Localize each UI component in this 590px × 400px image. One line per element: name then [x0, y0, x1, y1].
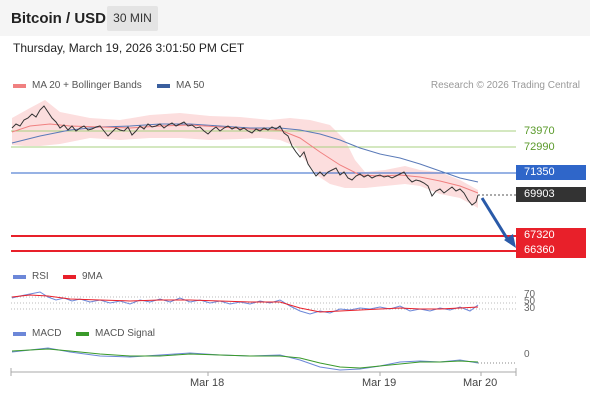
macd-tick-0: 0 [524, 349, 530, 360]
level-r1-label: 72990 [524, 141, 555, 153]
legend-macd-signal: MACD Signal [76, 328, 155, 339]
legend-rsi-label: RSI [32, 271, 49, 282]
timeframe-button[interactable]: 30 MIN [107, 6, 158, 31]
x-label-mar18: Mar 18 [190, 377, 225, 389]
rsi-swatch [13, 274, 26, 279]
rsi-ma-line [11, 294, 479, 313]
legend-rsi-ma-label: 9MA [82, 271, 103, 282]
x-label-mar19: Mar 19 [362, 377, 397, 389]
macd-swatch [13, 331, 26, 336]
rsi-ma-swatch [63, 274, 76, 279]
last-price-tag: 69903 [516, 187, 586, 202]
legend-rsi: RSI [13, 271, 49, 282]
x-label-mar20: Mar 20 [463, 377, 498, 389]
legend-rsi-ma: 9MA [63, 271, 103, 282]
legend-ma20-label: MA 20 + Bollinger Bands [32, 80, 142, 91]
level-s2-tag: 66360 [516, 243, 586, 258]
ma20-swatch [13, 83, 26, 88]
legend-ma20: MA 20 + Bollinger Bands [13, 80, 142, 91]
legend-macd: MACD [13, 328, 61, 339]
instrument-title: Bitcoin / USD [11, 10, 107, 27]
legend-macd-signal-label: MACD Signal [95, 328, 156, 339]
price-series [11, 105, 479, 206]
macd-line [11, 347, 479, 371]
chart-header: Bitcoin / USD 30 MIN [0, 0, 590, 36]
projection-arrowhead [504, 234, 516, 248]
rsi-tick-70: 70 [524, 289, 536, 300]
bollinger-band [12, 100, 478, 208]
level-r2-label: 73970 [524, 125, 555, 137]
rsi-tick-30: 30 [524, 303, 536, 314]
timestamp: Thursday, March 19, 2026 3:01:50 PM CET [13, 41, 245, 55]
ma20-line [11, 123, 479, 194]
credit-text: Research © 2026 Trading Central [430, 80, 580, 91]
macd-signal-swatch [76, 331, 89, 336]
level-pivot-tag: 71350 [516, 165, 586, 180]
legend-macd-label: MACD [32, 328, 62, 339]
macd-signal-line [11, 348, 479, 369]
projection-arrow [480, 197, 510, 241]
rsi-tick-50: 50 [524, 296, 536, 307]
legend-ma50: MA 50 [157, 80, 204, 91]
rsi-line [11, 291, 479, 315]
level-s1-tag: 67320 [516, 228, 586, 243]
legend-ma50-label: MA 50 [176, 80, 205, 91]
ma50-swatch [157, 83, 170, 88]
